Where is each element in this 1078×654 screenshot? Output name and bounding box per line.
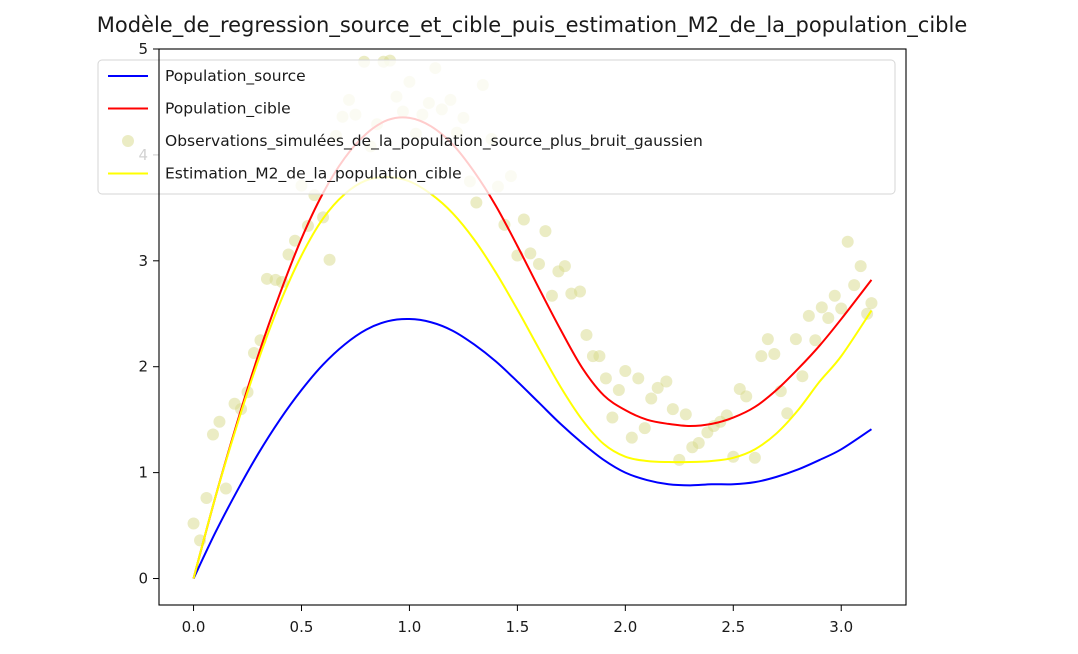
scatter-point [848,279,861,292]
x-tick-label: 2.5 [721,618,745,636]
scatter-point [187,517,200,530]
x-tick-label: 0.0 [182,618,206,636]
scatter-point [573,285,586,298]
legend-label: Population_cible [165,100,291,119]
series-line [192,176,873,579]
x-tick-label: 0.5 [290,618,314,636]
legend-marker [122,135,134,147]
scatter-point [323,253,336,266]
scatter-point [593,350,606,363]
scatter-point [532,257,545,270]
x-tick-label: 1.0 [398,618,422,636]
scatter-point [692,436,705,449]
scatter-point [755,350,768,363]
series-line [192,318,873,579]
legend: Population_source Population_cible Observa… [97,59,896,195]
legend-label: Estimation_M2_de_la_population_cible [165,165,462,184]
x-tick-label: 3.0 [829,618,853,636]
scatter-point [761,333,774,346]
scatter-point [841,235,854,248]
x-axis: 0.0 0.5 1.0 1.5 2.0 2.5 3.0 [182,605,853,636]
scatter-point [206,428,219,441]
legend-label: Observations_simulées_de_la_population_s… [165,132,703,151]
scatter-point [625,431,638,444]
scatter-point [781,407,794,420]
chart-title: Modèle_de_regression_source_et_cible_pui… [97,13,968,38]
scatter-point [612,384,625,397]
scatter-point [673,453,686,466]
y-tick-label: 2 [138,358,148,376]
scatter-point [524,247,537,260]
y-tick-label: 1 [138,464,148,482]
scatter-point [606,411,619,424]
scatter-point [809,334,822,347]
scatter-point [638,422,651,435]
scatter-point [660,375,673,388]
scatter-point [470,196,483,209]
scatter-point [854,260,867,273]
scatter-point [219,482,232,495]
scatter-point [645,392,658,405]
scatter-point [558,260,571,273]
legend-label: Population_source [165,67,306,86]
scatter-point [828,289,841,302]
scatter-point [768,348,781,361]
scatter-point [282,248,295,261]
scatter-point [517,213,530,226]
scatter-point [666,403,679,416]
scatter-point [802,309,815,322]
scatter-point [865,297,878,310]
series-line [192,116,873,579]
scatter-point [539,225,552,238]
x-tick-label: 2.0 [613,618,637,636]
scatter-point [599,372,612,385]
scatter-point [213,415,226,428]
scatter-point [200,492,213,505]
scatter-point [727,450,740,463]
scatter-point [740,390,753,403]
x-tick-label: 1.5 [505,618,529,636]
scatter-point [651,381,664,394]
scatter-point [580,328,593,341]
y-tick-label: 3 [138,252,148,270]
scatter-point [796,370,809,383]
y-tick-label: 5 [138,40,148,58]
y-tick-label: 0 [138,570,148,588]
scatter-point [632,372,645,385]
scatter-point [835,302,848,315]
scatter-point [748,451,761,464]
scatter-point [679,408,692,421]
scatter-point [815,301,828,314]
scatter-point [619,364,632,377]
scatter-point [861,307,874,320]
scatter-point [289,234,302,247]
legend-frame [97,59,896,195]
scatter-point [545,289,558,302]
scatter-point [822,311,835,324]
scatter-point [789,333,802,346]
plot-frame [158,48,907,606]
